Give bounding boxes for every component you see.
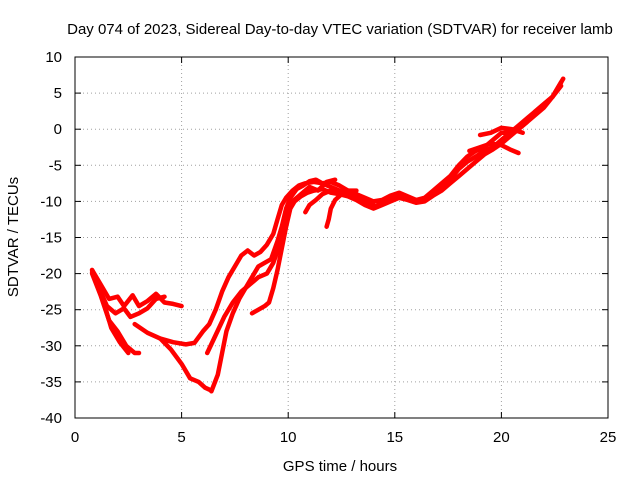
series-group [89,76,566,394]
y-tick-label: -20 [40,266,62,283]
x-tick-label: 0 [71,429,79,446]
y-tick-label: -15 [40,230,62,247]
series-line-7 [209,76,566,394]
x-tick-label: 20 [493,429,510,446]
series-line-12 [467,141,521,156]
series-line-6 [158,336,214,393]
series-line-1 [89,267,184,309]
plot-frame [74,56,609,419]
y-tick-label: -30 [40,338,62,355]
series-line-8 [204,177,338,356]
y-tick-label: -5 [49,157,62,174]
y-tick-label: -10 [40,193,62,210]
x-tick-label: 15 [386,429,403,446]
x-axis-label: GPS time / hours [283,458,397,475]
series-line-10 [303,188,376,215]
series-line-9 [249,80,564,316]
series-line-4 [89,267,131,356]
x-tick-label: 10 [280,429,297,446]
series-line-11 [324,188,359,229]
y-axis-label: SDTVAR / TECUs [5,177,22,297]
y-tick-label: 0 [54,121,62,138]
y-tick-label: -25 [40,302,62,319]
y-tick-label: 10 [45,49,62,66]
ticks: 0 5 10 15 20 25 10 5 0 -5 -10 -15 -20 -25 -30 -35 -40 [40,49,616,446]
grid [75,57,608,418]
chart-title: Day 074 of 2023, Sidereal Day-to-day VTE… [67,21,613,38]
y-tick-label: 5 [54,85,62,102]
y-tick-label: -35 [40,374,62,391]
series-line-5 [132,83,564,347]
series-line-13 [477,125,525,138]
y-tick-label: -40 [40,410,62,427]
x-tick-label: 25 [600,429,617,446]
x-tick-label: 5 [177,429,185,446]
